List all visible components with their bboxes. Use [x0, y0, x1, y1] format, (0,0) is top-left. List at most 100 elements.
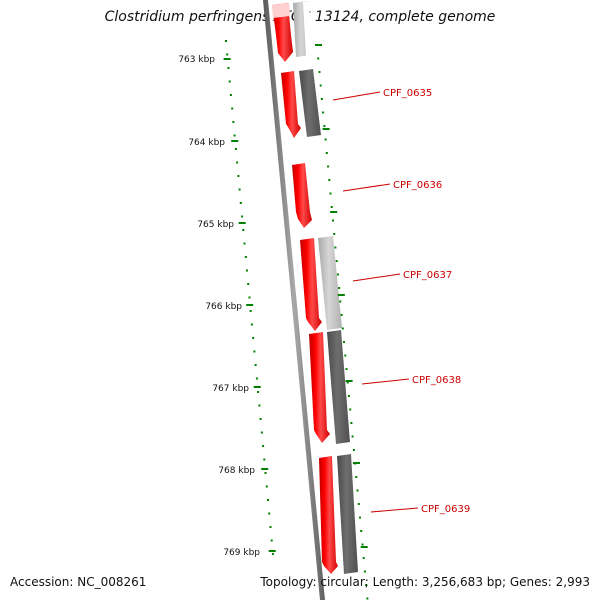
leader-line-cpf-0636 [342, 183, 391, 192]
tick-label-763: 763 kbp [178, 55, 215, 65]
scale-dot [330, 206, 333, 208]
scale-dot [349, 408, 352, 411]
scale-dot [362, 557, 365, 559]
scale-dot [255, 377, 258, 380]
scale-dot [336, 273, 339, 276]
scale-dot [341, 327, 344, 330]
scale-dot [244, 256, 247, 258]
scale-dot [257, 391, 260, 393]
scale-dot [356, 489, 359, 492]
scale-dot [243, 242, 246, 245]
scale-dot [247, 283, 250, 285]
scale-dot [242, 229, 245, 231]
gene-label-cpf-0636[interactable]: CPF_0636 [393, 180, 442, 191]
scale-dot [227, 67, 230, 69]
scale-dot [271, 553, 274, 555]
scale-dot [239, 202, 242, 204]
scale-dot [234, 148, 237, 150]
tick-label-769: 769 kbp [223, 548, 260, 558]
scale-dot [317, 57, 320, 60]
scale-dot [226, 53, 229, 56]
scale-dot [262, 445, 265, 447]
scale-dot [347, 395, 350, 397]
gene-red-cpf-0638 [309, 332, 330, 443]
scale-dot [328, 179, 331, 181]
genome-backbone [263, 0, 325, 600]
scale-dot [366, 597, 369, 600]
scale-dot [339, 300, 342, 303]
scale-dot [343, 341, 345, 343]
gene-dark-cpf-0635 [299, 69, 321, 137]
scale-dot [228, 80, 231, 83]
tick-label-768: 768 kbp [218, 466, 255, 476]
accession-label: Accession: NC_008261 [10, 575, 147, 589]
scale-dot [258, 404, 261, 407]
scale-dot [323, 125, 326, 127]
leader-line-cpf-0635 [332, 91, 381, 101]
leader-line-cpf-0639 [370, 507, 419, 513]
scale-dot [318, 71, 321, 73]
scale-dot [233, 134, 236, 137]
scale-dot [350, 422, 353, 424]
gene-label-cpf-0638[interactable]: CPF_0638 [412, 375, 461, 386]
scale-dot [338, 287, 341, 289]
gene-dark-cpf-0639 [337, 454, 358, 574]
scale-dot [351, 435, 354, 438]
scale-dot [340, 314, 343, 316]
scale-dot [232, 121, 235, 123]
scale-dot [355, 476, 358, 478]
scale-dot [263, 458, 266, 461]
scale-dot [334, 246, 337, 249]
scale-major-tick [337, 294, 345, 296]
gene-dark-cpf-0638 [327, 330, 350, 444]
scale-dot [329, 192, 332, 195]
tick-label-767: 767 kbp [212, 384, 249, 394]
scale-major-tick [261, 468, 269, 470]
gene-red-cpf-0639 [319, 456, 338, 574]
scale-dot [345, 368, 348, 370]
tick-label-765: 765 kbp [197, 220, 234, 230]
scale-dot [359, 516, 361, 519]
scale-dot [254, 364, 257, 366]
gene-red-cpf-0636 [292, 163, 312, 228]
scale-dot [241, 215, 244, 218]
scale-dot [265, 485, 268, 488]
scale-dot [363, 570, 366, 573]
scale-dot [357, 503, 360, 505]
scale-dot [238, 188, 241, 191]
scale-major-tick [253, 386, 261, 388]
scale-dot [252, 337, 255, 339]
scale-dot [236, 161, 239, 164]
scale-major-tick [268, 550, 276, 552]
scale-major-tick [345, 380, 353, 382]
scale-dot [259, 418, 262, 420]
scale-dot [248, 296, 251, 299]
scale-dot [344, 354, 347, 357]
scale-dot [333, 233, 336, 235]
gene-red-cpf-0637 [300, 238, 322, 331]
scale-dot [237, 175, 240, 177]
scale-dot [249, 310, 252, 312]
scale-major-tick [353, 462, 360, 464]
scale-dot [332, 219, 334, 222]
scale-dot [325, 152, 328, 154]
gene-light-cpf-0637 [318, 236, 342, 330]
tick-label-766: 766 kbp [205, 302, 242, 312]
scale-dot [253, 350, 256, 353]
gene-partial-highlight [272, 3, 290, 18]
gene-partial-faded [272, 3, 293, 62]
scale-major-tick [315, 44, 322, 46]
gene-label-cpf-0637[interactable]: CPF_0637 [403, 270, 452, 281]
gene-label-cpf-0635[interactable]: CPF_0635 [383, 88, 432, 99]
scale-dot [250, 323, 253, 326]
scale-dot [360, 530, 363, 532]
scale-dot [319, 84, 322, 87]
scale-dot [335, 260, 338, 262]
scale-dot [260, 431, 263, 434]
gene-label-cpf-0639[interactable]: CPF_0639 [421, 504, 470, 515]
scale-dot [264, 472, 267, 474]
scale-major-tick [231, 140, 239, 142]
scale-dot [270, 539, 273, 542]
scale-dot [267, 499, 269, 501]
tick-label-764: 764 kbp [188, 138, 225, 148]
